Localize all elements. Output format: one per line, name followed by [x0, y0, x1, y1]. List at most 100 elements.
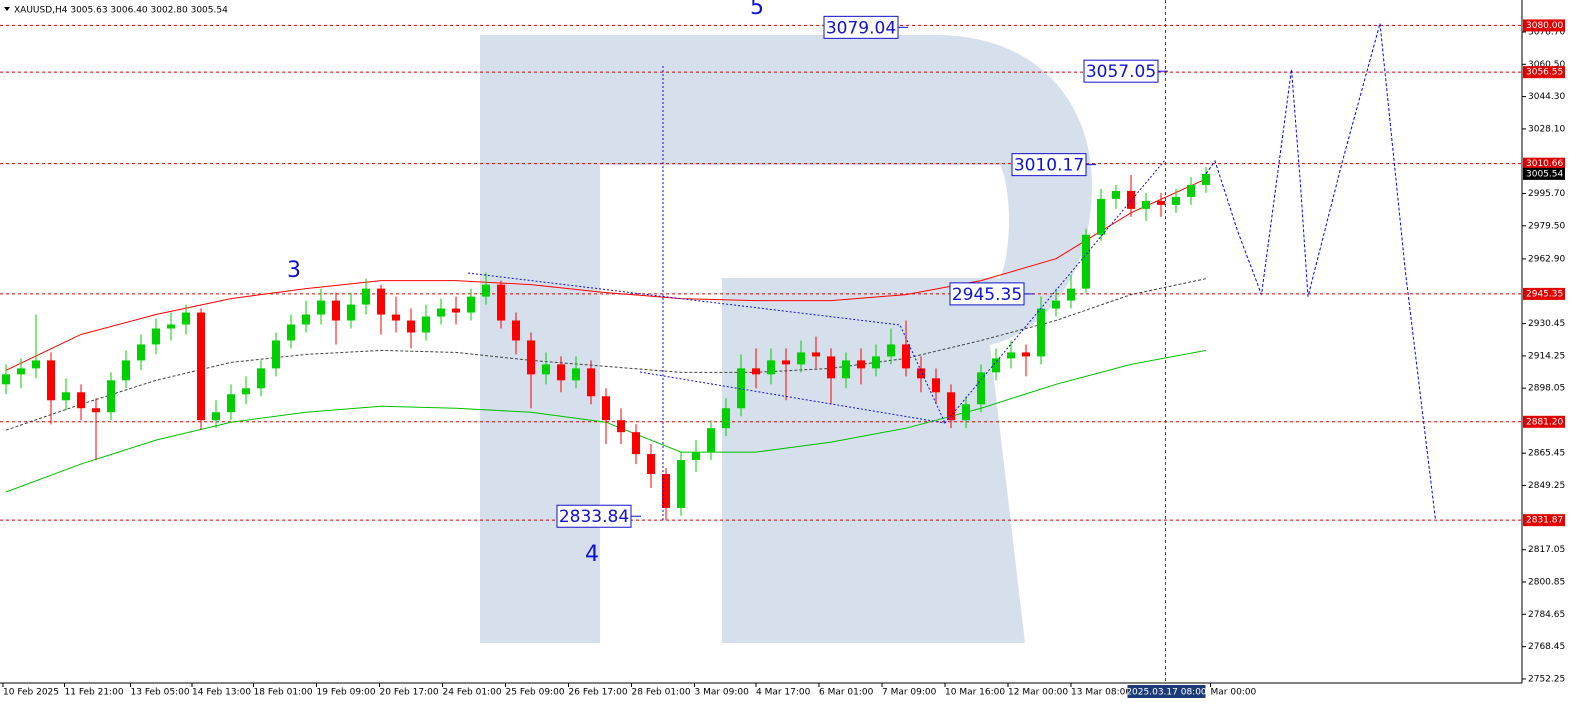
- candle-body: [227, 394, 235, 413]
- wave-label: 5: [750, 0, 764, 20]
- candle-body: [557, 364, 565, 381]
- level-tag: [1523, 19, 1565, 32]
- level-tag-label: 3010.66: [1526, 159, 1563, 169]
- x-tick-label: 13 Feb 05:00: [131, 688, 190, 698]
- candle-body: [1007, 352, 1015, 359]
- trend-lines: [467, 66, 1166, 520]
- x-tick-label: 20 Feb 17:00: [380, 688, 439, 698]
- candle-body: [302, 314, 310, 325]
- y-tick-label: 3028.10: [1528, 124, 1565, 134]
- candle-body: [812, 352, 820, 357]
- level-tag: [1523, 287, 1565, 300]
- candle-body: [422, 316, 430, 333]
- price-label: 2945.35: [952, 285, 1022, 305]
- candle-body: [362, 288, 370, 305]
- plot: 3076.70 3060.50 3044.30 3028.10 2995.70 2979.…: [0, 0, 1565, 698]
- candle-body: [572, 368, 580, 381]
- candle-body: [662, 474, 670, 508]
- candle-body: [497, 284, 505, 321]
- candle-body: [992, 358, 1000, 373]
- candle-body: [317, 300, 325, 315]
- candle-body: [392, 314, 400, 321]
- x-tick-label: 24 Feb 01:00: [443, 688, 502, 698]
- watermark: [480, 35, 1092, 643]
- last-price-tag: [1523, 167, 1565, 180]
- level-tag: [1523, 66, 1565, 79]
- price-label: 3079.04: [826, 18, 896, 38]
- x-tick-label: 18 Feb 01:00: [254, 688, 313, 698]
- candle-body: [647, 454, 655, 475]
- candle-body: [782, 360, 790, 365]
- candle-body: [47, 360, 55, 401]
- candle-body: [512, 320, 520, 341]
- candle-body: [1202, 173, 1210, 185]
- candle-body: [632, 432, 640, 455]
- cursor-label: 2025.03.17 08:00: [1126, 688, 1207, 698]
- level-tag: [1523, 415, 1565, 428]
- candle-body: [1052, 300, 1060, 309]
- x-tick-label: 10 Feb 2025: [3, 688, 59, 698]
- candle-body: [107, 380, 115, 413]
- candle-body: [1082, 234, 1090, 289]
- candle-body: [1022, 352, 1030, 357]
- wave-label: 4: [585, 542, 599, 567]
- candle-body: [62, 392, 70, 401]
- candle-body: [482, 284, 490, 297]
- level-tag: [1523, 157, 1565, 170]
- candle-body: [752, 368, 760, 375]
- y-tick-label: 3044.30: [1528, 92, 1565, 102]
- y-tick-label: 2962.90: [1528, 254, 1565, 264]
- trend-line: [944, 159, 1166, 424]
- candle-body: [722, 408, 730, 429]
- candle-body: [1112, 190, 1120, 199]
- candle-body: [677, 460, 685, 508]
- candle-body: [407, 320, 415, 333]
- x-tick-label: 7 Mar 09:00: [882, 688, 937, 698]
- level-tag: [1523, 514, 1565, 527]
- candle-body: [692, 452, 700, 461]
- candle-body: [887, 344, 895, 357]
- candle-body: [137, 344, 145, 361]
- candle-body: [617, 420, 625, 433]
- forecast-path: [1205, 23, 1436, 520]
- x-tick-label: 6 Mar 01:00: [819, 688, 874, 698]
- trend-line: [467, 272, 946, 424]
- candle-body: [347, 304, 355, 321]
- candle-body: [2, 374, 10, 385]
- candle-body: [17, 368, 25, 375]
- x-tick-label: 4 Mar 17:00: [756, 688, 811, 698]
- x-tick-label: 12 Mar 00:00: [1008, 688, 1068, 698]
- moving-average: [5, 278, 1207, 431]
- x-tick-label: 10 Mar 16:00: [945, 688, 1005, 698]
- candle-body: [212, 412, 220, 421]
- x-tick-label: 13 Mar 08:00: [1071, 688, 1131, 698]
- menu-arrow: [4, 7, 10, 11]
- candle-body: [32, 360, 40, 369]
- chart-header: XAUUSD,H4 3005.63 3006.40 3002.80 3005.5…: [14, 6, 228, 16]
- candle-body: [1127, 190, 1135, 209]
- y-tick-label: 2914.25: [1528, 351, 1565, 361]
- x-tick-label: 3 Mar 09:00: [695, 688, 750, 698]
- price-label: 3057.05: [1086, 62, 1156, 82]
- y-tick-label: 2752.25: [1528, 674, 1565, 684]
- candle-body: [527, 340, 535, 375]
- level-tag-label: 2881.20: [1526, 417, 1563, 427]
- candle-body: [977, 372, 985, 405]
- level-tag-label: 3056.55: [1526, 68, 1563, 78]
- candle-body: [257, 368, 265, 389]
- x-tick-label: 28 Feb 01:00: [632, 688, 691, 698]
- y-tick-label: 2995.70: [1528, 189, 1565, 199]
- y-tick-label: 2800.85: [1528, 578, 1565, 588]
- price-label: 3010.17: [1014, 156, 1084, 176]
- candle-body: [92, 408, 100, 413]
- y-tick-label: 2979.50: [1528, 221, 1565, 231]
- candle-body: [197, 312, 205, 421]
- candle-body: [1142, 200, 1150, 209]
- candle-body: [827, 356, 835, 379]
- trend-line: [639, 371, 946, 424]
- y-tick-label: 2768.45: [1528, 642, 1565, 652]
- candle-body: [917, 368, 925, 379]
- candle-body: [377, 288, 385, 315]
- y-tick-label: 2930.45: [1528, 319, 1565, 329]
